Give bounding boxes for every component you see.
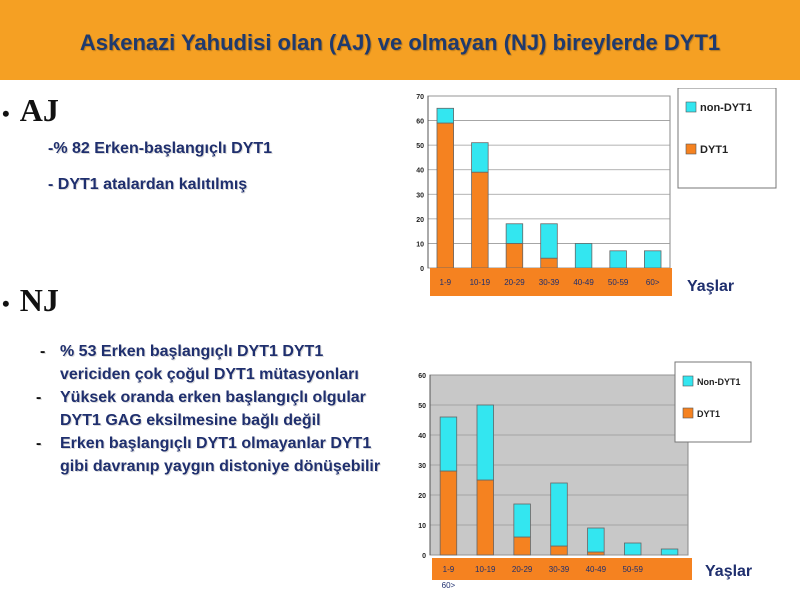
bullet-icon: • bbox=[2, 290, 10, 316]
bar-segment bbox=[624, 542, 642, 556]
y-tick-label: 60 bbox=[418, 373, 426, 380]
nj-item: - Yüksek oranda erken başlangıçlı olgular… bbox=[30, 386, 390, 432]
category-strip bbox=[430, 268, 672, 296]
x-tick-label: 60> bbox=[442, 581, 456, 590]
legend-label: Non-DYT1 bbox=[697, 377, 741, 387]
legend-swatch bbox=[682, 375, 694, 387]
bar-segment bbox=[436, 122, 454, 269]
y-tick-label: 40 bbox=[416, 168, 424, 175]
bar-segment bbox=[574, 243, 593, 269]
legend-label: DYT1 bbox=[697, 409, 720, 419]
aj-label: AJ bbox=[19, 92, 59, 128]
bar-segment bbox=[505, 243, 524, 269]
legend-swatch bbox=[685, 101, 697, 113]
legend-box bbox=[674, 361, 752, 443]
x-tick-label: 50-59 bbox=[608, 278, 629, 287]
nj-item-text: Yüksek oranda erken başlangıçlı olgular … bbox=[60, 389, 366, 429]
x-tick-label: 40-49 bbox=[586, 565, 607, 574]
nj-item-text: Erken başlangıçlı DYT1 olmayanlar DYT1 g… bbox=[60, 435, 381, 475]
nj-item: - Erken başlangıçlı DYT1 olmayanlar DYT1 … bbox=[30, 432, 390, 478]
x-tick-label: 1-9 bbox=[443, 565, 455, 574]
legend-label: DYT1 bbox=[700, 144, 728, 156]
dash-icon: - bbox=[40, 343, 46, 360]
dash-icon: - bbox=[36, 435, 42, 452]
bar-segment bbox=[660, 548, 679, 556]
nj-item-text: % 53 Erken başlangıçlı DYT1 DYT1 vericid… bbox=[60, 343, 359, 383]
y-tick-label: 70 bbox=[416, 94, 424, 101]
bar-segment bbox=[513, 536, 531, 556]
title-bar bbox=[0, 0, 800, 80]
y-tick-label: 30 bbox=[418, 463, 426, 470]
x-tick-label: 10-19 bbox=[470, 278, 491, 287]
legend-swatch bbox=[685, 143, 697, 155]
category-strip bbox=[432, 558, 692, 580]
aj-line-2: - DYT1 atalardan kalıtılmış bbox=[48, 176, 248, 193]
aj-heading: • AJ bbox=[2, 92, 59, 129]
bar-segment bbox=[476, 479, 494, 556]
bar-segment bbox=[644, 250, 662, 269]
y-tick-label: 40 bbox=[418, 433, 426, 440]
nj-label: NJ bbox=[19, 282, 59, 318]
y-tick-label: 50 bbox=[418, 403, 426, 410]
bar-segment bbox=[540, 223, 558, 259]
bar-segment bbox=[587, 551, 605, 556]
dash-icon: - bbox=[36, 389, 42, 406]
bar-segment bbox=[439, 470, 458, 556]
nj-list: -% 53 Erken başlangıçlı DYT1 DYT1 verici… bbox=[30, 340, 390, 478]
y-tick-label: 0 bbox=[420, 266, 424, 273]
nj-xaxis-label: Yaşlar bbox=[705, 563, 753, 580]
x-tick-label: 30-39 bbox=[549, 565, 570, 574]
x-tick-label: 1-9 bbox=[440, 278, 452, 287]
y-tick-label: 50 bbox=[416, 143, 424, 150]
y-tick-label: 20 bbox=[416, 217, 424, 224]
bar-segment bbox=[471, 142, 489, 173]
nj-age-chart: 0 10 20 30 40 50 60 1-9 10-19 20-29 30-39 40-49 50-5… bbox=[418, 361, 752, 590]
legend-swatch bbox=[682, 407, 694, 419]
bar-segment bbox=[587, 527, 605, 553]
y-tick-label: 30 bbox=[416, 192, 424, 199]
y-tick-label: 10 bbox=[416, 241, 424, 248]
y-tick-label: 0 bbox=[422, 553, 426, 560]
x-tick-label: 10-19 bbox=[475, 565, 496, 574]
aj-age-chart: 0 10 20 30 40 50 60 70 1-9 10-19 20-29 30-39 40-49 50… bbox=[416, 88, 777, 296]
x-tick-label: 30-39 bbox=[539, 278, 560, 287]
nj-item: -% 53 Erken başlangıçlı DYT1 DYT1 verici… bbox=[30, 340, 390, 386]
nj-heading: • NJ bbox=[2, 282, 59, 319]
x-tick-label: 20-29 bbox=[504, 278, 525, 287]
bar-segment bbox=[513, 503, 531, 538]
x-tick-label: 20-29 bbox=[512, 565, 533, 574]
x-tick-label: 50-59 bbox=[622, 565, 643, 574]
aj-line-1: -% 82 Erken-başlangıçlı DYT1 bbox=[48, 140, 273, 157]
y-tick-label: 60 bbox=[416, 119, 424, 126]
bar-segment bbox=[609, 250, 627, 269]
bar-segment bbox=[505, 223, 524, 244]
bar-segment bbox=[550, 482, 568, 547]
y-tick-label: 20 bbox=[418, 493, 426, 500]
aj-xaxis-label: Yaşlar bbox=[687, 278, 735, 295]
bar-segment bbox=[540, 257, 558, 269]
slide-title: Askenazi Yahudisi olan (AJ) ve olmayan (… bbox=[79, 30, 721, 55]
legend-label: non-DYT1 bbox=[700, 102, 752, 114]
bar-segment bbox=[471, 171, 489, 269]
bar-segment bbox=[439, 416, 458, 472]
bar-segment bbox=[476, 404, 494, 481]
y-tick-label: 10 bbox=[418, 523, 426, 530]
x-tick-label: 40-49 bbox=[573, 278, 594, 287]
x-tick-label: 60> bbox=[646, 278, 660, 287]
bar-segment bbox=[436, 107, 454, 124]
bullet-icon: • bbox=[2, 100, 10, 126]
bar-segment bbox=[550, 545, 568, 556]
